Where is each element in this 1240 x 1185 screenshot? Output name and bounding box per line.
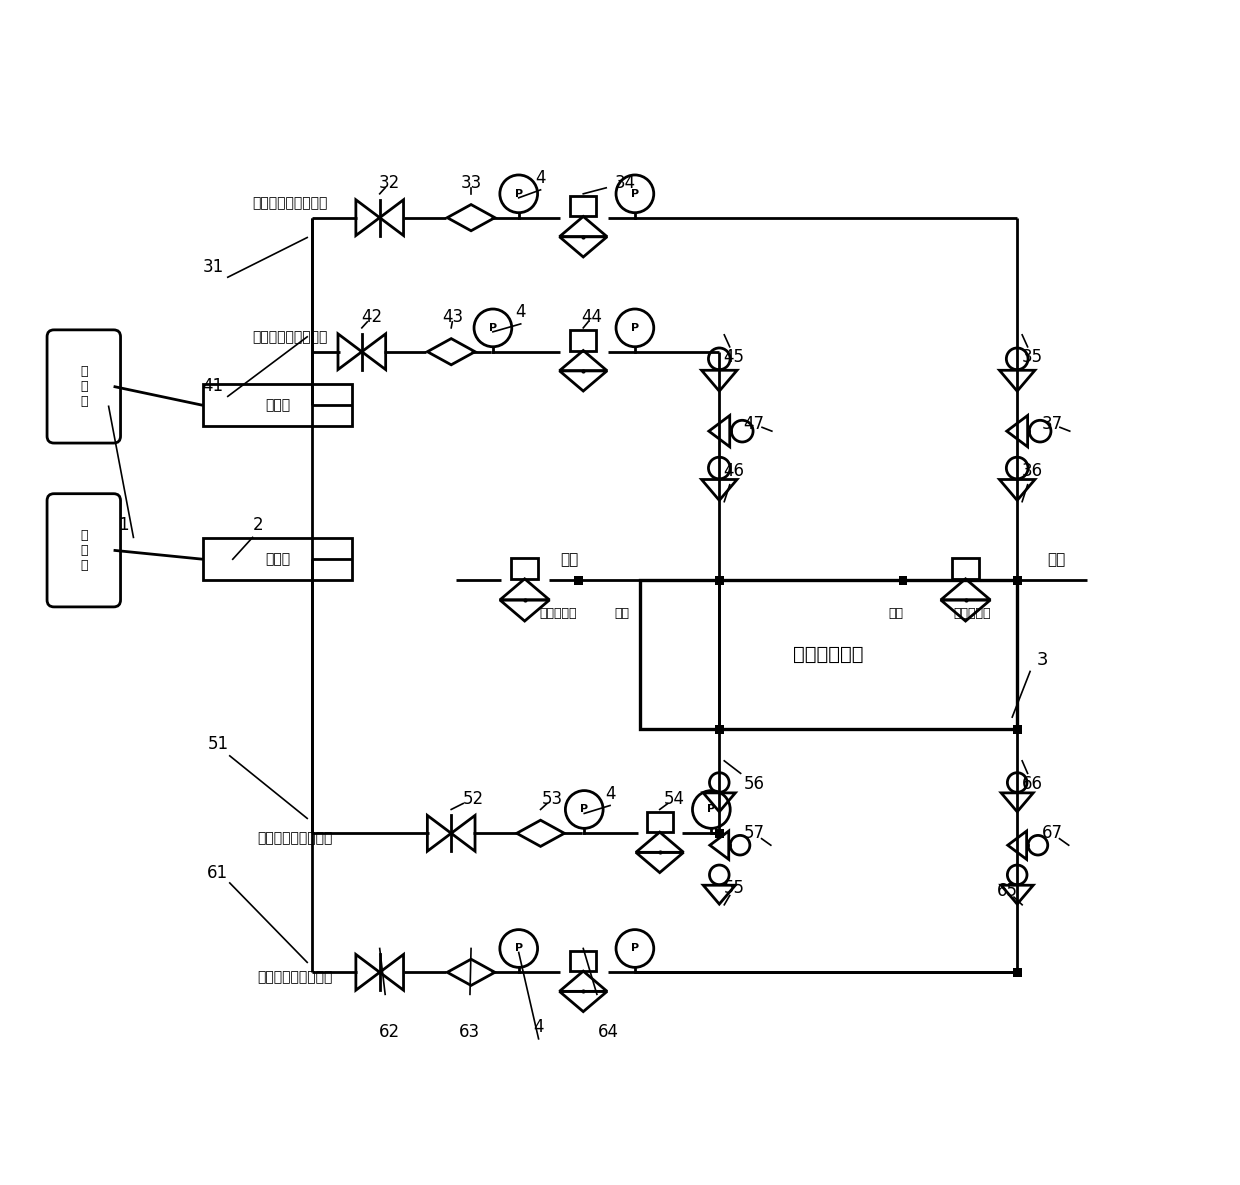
Text: 41: 41 xyxy=(202,378,223,396)
Text: 64: 64 xyxy=(598,1023,619,1040)
Text: 氮
气
瓶: 氮 气 瓶 xyxy=(81,365,88,408)
Text: 配气板: 配气板 xyxy=(265,552,290,566)
Text: P: P xyxy=(580,805,588,814)
Text: 63: 63 xyxy=(459,1023,480,1040)
Bar xyxy=(1013,576,1022,584)
Text: 酒精: 酒精 xyxy=(560,552,579,568)
Text: 液氧路关机吹除单元: 液氧路关机吹除单元 xyxy=(258,971,334,985)
Bar xyxy=(714,576,724,584)
Bar xyxy=(511,558,538,578)
Text: 4: 4 xyxy=(516,303,526,321)
Text: 46: 46 xyxy=(724,462,745,480)
Bar xyxy=(714,828,724,838)
Text: 4: 4 xyxy=(605,784,615,802)
Text: 37: 37 xyxy=(1042,415,1063,434)
Text: P: P xyxy=(631,943,639,954)
Bar xyxy=(574,576,583,584)
Text: P: P xyxy=(707,805,715,814)
Text: 氮
气
瓶: 氮 气 瓶 xyxy=(81,529,88,572)
Text: 液氧: 液氧 xyxy=(1047,552,1065,568)
Text: 酒精路起动吹除单元: 酒精路起动吹除单元 xyxy=(253,329,327,344)
Text: 65: 65 xyxy=(997,882,1018,899)
Text: 配气板: 配气板 xyxy=(265,398,290,412)
Text: 42: 42 xyxy=(361,308,382,326)
Text: 47: 47 xyxy=(744,415,765,434)
Bar xyxy=(203,384,352,427)
Text: 3: 3 xyxy=(1037,651,1048,668)
Text: 56: 56 xyxy=(744,775,765,793)
Bar xyxy=(1013,724,1022,734)
Text: P: P xyxy=(631,322,639,333)
Text: 酒精路关机吹除单元: 酒精路关机吹除单元 xyxy=(258,831,334,845)
Bar xyxy=(952,558,980,578)
Bar xyxy=(1013,968,1022,976)
Text: 51: 51 xyxy=(207,735,228,752)
Text: 54: 54 xyxy=(665,789,686,807)
Text: 液氧路起动吹除单元: 液氧路起动吹除单元 xyxy=(253,196,327,210)
Text: 45: 45 xyxy=(724,347,745,366)
Text: 4: 4 xyxy=(533,1018,544,1036)
Text: 55: 55 xyxy=(724,879,745,897)
Bar xyxy=(203,538,352,581)
Text: 孔板: 孔板 xyxy=(615,607,630,620)
Text: 1: 1 xyxy=(118,517,129,534)
Text: 34: 34 xyxy=(614,174,636,192)
Text: 2: 2 xyxy=(252,517,263,534)
Text: 孔板: 孔板 xyxy=(889,607,904,620)
Text: 44: 44 xyxy=(582,308,603,326)
Bar xyxy=(714,724,724,734)
Text: 62: 62 xyxy=(379,1023,401,1040)
Text: 32: 32 xyxy=(379,174,401,192)
Text: 4: 4 xyxy=(536,169,546,187)
Bar xyxy=(570,331,596,351)
Text: 气动截止阀: 气动截止阀 xyxy=(954,607,991,620)
Text: 67: 67 xyxy=(1042,825,1063,843)
Text: 气动截止阀: 气动截止阀 xyxy=(539,607,577,620)
Bar xyxy=(714,576,724,584)
Bar xyxy=(899,576,908,584)
Text: 53: 53 xyxy=(542,789,563,807)
Text: P: P xyxy=(515,188,523,199)
Text: 61: 61 xyxy=(207,864,228,882)
Text: P: P xyxy=(631,188,639,199)
Text: 空气加热装置: 空气加热装置 xyxy=(794,645,864,664)
Bar xyxy=(570,197,596,217)
Text: 31: 31 xyxy=(202,258,223,276)
Text: 43: 43 xyxy=(443,308,464,326)
Bar xyxy=(1013,576,1022,584)
Bar xyxy=(640,581,1017,729)
Bar xyxy=(646,812,673,832)
Text: 57: 57 xyxy=(744,825,765,843)
Text: P: P xyxy=(489,322,497,333)
Text: 33: 33 xyxy=(460,174,481,192)
Text: 36: 36 xyxy=(1022,462,1043,480)
Text: 66: 66 xyxy=(1022,775,1043,793)
Text: 35: 35 xyxy=(1022,347,1043,366)
Bar xyxy=(570,950,596,972)
Text: P: P xyxy=(515,943,523,954)
Text: 52: 52 xyxy=(463,789,484,807)
